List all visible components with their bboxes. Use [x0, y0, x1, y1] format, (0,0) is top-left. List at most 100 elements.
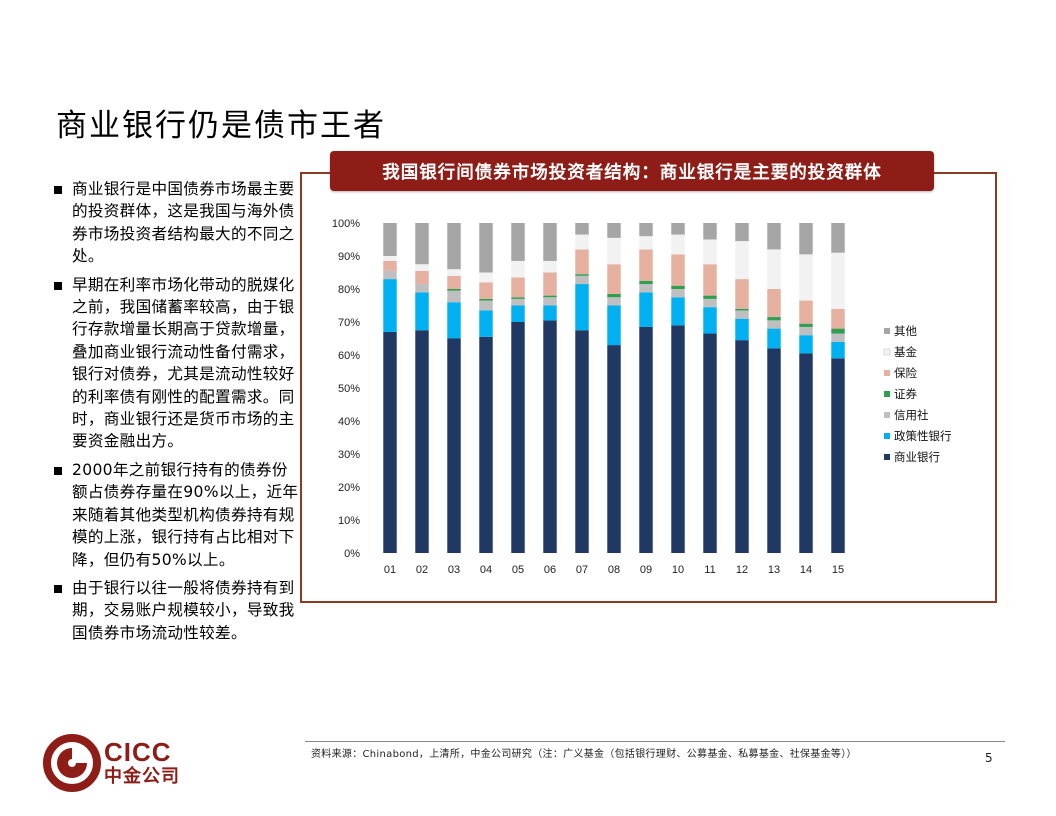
x-tick-label: 06 — [544, 564, 556, 576]
bar-segment — [511, 298, 525, 306]
bar-segment — [831, 333, 845, 342]
bar-segment — [639, 284, 653, 293]
legend-label: 政策性银行 — [894, 429, 952, 443]
bar-segment — [543, 272, 557, 296]
bar-segment — [639, 326, 653, 553]
bar-segment — [703, 223, 717, 240]
bar-segment — [607, 264, 621, 294]
x-tick-label: 13 — [768, 564, 780, 576]
bar-segment — [799, 254, 813, 301]
bullet-text: 早期在利率市场化带动的脱媒化之前，我国储蓄率较高，由于银行存款增量长期高于贷款增… — [72, 275, 295, 451]
legend-swatch — [884, 433, 890, 439]
bullet-list: 商业银行是中国债券市场最主要的投资群体，这是我国与海外债券市场投资者结构最大的不… — [54, 178, 300, 650]
bar-segment — [671, 289, 685, 298]
bar-segment — [415, 264, 429, 271]
bar-segment — [735, 223, 749, 242]
bar-segment — [383, 256, 397, 261]
square-bullet-icon — [54, 584, 62, 593]
x-tick-label: 04 — [480, 564, 492, 576]
bar-segment — [447, 223, 461, 270]
bar-segment — [735, 279, 749, 309]
bar-segment — [671, 234, 685, 255]
bar-segment — [735, 308, 749, 311]
y-tick-label: 50% — [338, 383, 360, 395]
bar-segment — [607, 223, 621, 238]
bar-segment — [767, 289, 781, 318]
bar-segment — [831, 328, 845, 334]
legend-swatch — [884, 391, 890, 397]
y-tick-label: 90% — [338, 251, 360, 263]
bar-segment — [703, 239, 717, 265]
bar-segment — [575, 223, 589, 235]
logo-text-cn: 中金公司 — [104, 766, 180, 787]
bar-segment — [639, 249, 653, 281]
bar-segment — [447, 289, 461, 291]
bar-segment — [671, 223, 685, 235]
bar-segment — [767, 348, 781, 553]
bar-segment — [703, 295, 717, 299]
y-tick-label: 60% — [338, 350, 360, 362]
bar-segment — [479, 298, 493, 301]
source-note: 资料来源：Chinabond，上清所，中金公司研究（注：广义基金（包括银行理财、… — [311, 749, 857, 760]
bar-segment — [703, 298, 717, 308]
bar-segment — [479, 223, 493, 273]
cicc-logo-icon — [43, 734, 101, 792]
x-tick-label: 15 — [832, 564, 844, 576]
legend-label: 其他 — [894, 324, 917, 338]
square-bullet-icon — [54, 281, 62, 290]
bar-segment — [479, 282, 493, 299]
y-tick-label: 10% — [338, 515, 360, 527]
bar-segment — [511, 322, 525, 553]
legend-label: 商业银行 — [894, 450, 940, 464]
y-tick-label: 20% — [338, 482, 360, 494]
bar-segment — [607, 237, 621, 265]
legend-swatch — [884, 370, 890, 376]
bar-segment — [575, 275, 589, 285]
bar-segment — [415, 330, 429, 553]
bar-segment — [543, 305, 557, 321]
x-tick-label: 01 — [384, 564, 396, 576]
bar-segment — [735, 318, 749, 341]
legend-label: 信用社 — [894, 408, 929, 422]
bar-segment — [671, 254, 685, 286]
bar-segment — [447, 275, 461, 289]
bar-segment — [639, 292, 653, 327]
slide-title: 商业银行仍是债市王者 — [56, 108, 386, 144]
bar-segment — [767, 320, 781, 329]
bar-segment — [671, 297, 685, 326]
bullet-item: 商业银行是中国债券市场最主要的投资群体，这是我国与海外债券市场投资者结构最大的不… — [54, 178, 300, 268]
legend-swatch — [884, 328, 890, 334]
bar-segment — [415, 223, 429, 265]
bar-segment — [799, 300, 813, 324]
bar-segment — [831, 252, 845, 309]
bar-segment — [479, 272, 493, 283]
y-tick-label: 100% — [332, 218, 360, 230]
bullet-text: 由于银行以往一般将债券持有到期，交易账户规模较小，导致我国债券市场流动性较差。 — [72, 578, 295, 642]
bar-segment — [639, 280, 653, 285]
bar-segment — [671, 325, 685, 553]
x-tick-label: 11 — [704, 564, 715, 576]
bar-segment — [767, 249, 781, 289]
x-tick-label: 02 — [416, 564, 428, 576]
x-tick-label: 12 — [736, 564, 748, 576]
bar-segment — [575, 284, 589, 331]
bar-segment — [703, 333, 717, 553]
bar-segment — [799, 223, 813, 255]
bar-segment — [767, 328, 781, 349]
stacked-bar-chart: 0% 10% 20% 30% 40% 50% 60% 70% 80% 90% 100% 01 02 03 0… — [332, 218, 952, 576]
bullet-text: 2000年之前银行持有的债券份额占债券存量在90%以上，近年来随着其他类型机构债… — [72, 460, 299, 569]
legend-label: 基金 — [894, 345, 917, 359]
bar-segment — [831, 341, 845, 359]
bar-segment — [575, 249, 589, 275]
x-tick-label: 05 — [512, 564, 524, 576]
bar-segment — [831, 223, 845, 253]
x-tick-label: 08 — [608, 564, 620, 576]
bar-segment — [799, 323, 813, 327]
legend-swatch — [884, 454, 890, 460]
legend-label: 保险 — [894, 366, 917, 380]
bar-segment — [607, 297, 621, 306]
bar-segment — [543, 260, 557, 273]
bullet-text: 商业银行是中国债券市场最主要的投资群体，这是我国与海外债券市场投资者结构最大的不… — [72, 180, 295, 266]
bar-segment — [511, 277, 525, 298]
bar-segment — [415, 292, 429, 331]
